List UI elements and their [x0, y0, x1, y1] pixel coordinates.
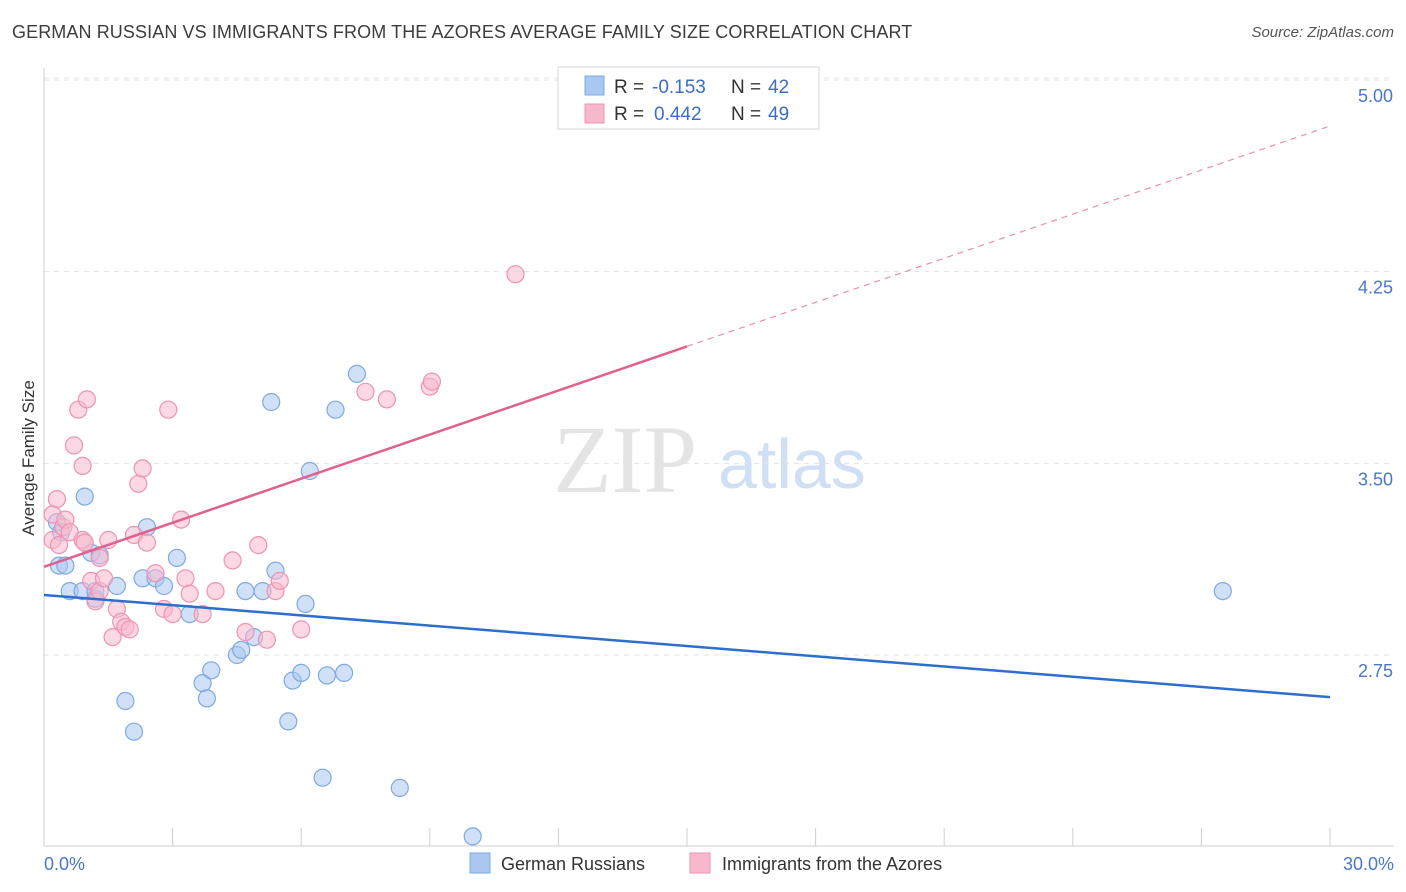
point-azores-36: [206, 581, 225, 601]
point-azores-42: [270, 571, 289, 591]
trend-line-azores: [43, 345, 688, 569]
legend-swatch-german-russians: [584, 75, 605, 96]
points: [43, 265, 1232, 846]
legend-box: R = -0.153 N = 42 R = 0.442 N = 49: [557, 66, 820, 130]
legend-n-value-0: 42: [768, 77, 789, 98]
point-azores-48: [506, 265, 525, 284]
bottom-legend-swatch-azores: [689, 852, 711, 874]
point-azores-30: [159, 400, 178, 419]
point-azores-47: [422, 372, 441, 391]
y-axis-title: Average Family Size: [19, 380, 38, 536]
x-tick-label-max: 30.0%: [1343, 854, 1394, 874]
legend-n-label-1: N =: [731, 104, 761, 125]
point-german-russians-42: [1213, 581, 1232, 601]
point-azores-45: [377, 390, 396, 409]
point-azores-27: [137, 533, 156, 552]
point-azores-2: [47, 490, 67, 509]
point-german-russians-6: [75, 487, 94, 506]
point-azores-31: [163, 604, 182, 624]
point-german-russians-41: [463, 827, 482, 846]
y-tick-label-1: 3.50: [1358, 469, 1393, 489]
chart-title: GERMAN RUSSIAN VS IMMIGRANTS FROM THE AZ…: [12, 22, 913, 42]
legend-r-label-1: R =: [614, 104, 644, 125]
point-german-russians-37: [326, 400, 345, 419]
point-azores-33: [176, 569, 195, 588]
x-tick-label-min: 0.0%: [44, 854, 85, 874]
point-german-russians-18: [167, 548, 186, 568]
trend-lines: [43, 125, 1331, 699]
point-german-russians-28: [262, 392, 281, 412]
x-axis-ticks: [172, 828, 1331, 846]
point-azores-11: [75, 533, 94, 552]
point-azores-12: [77, 390, 97, 409]
y-tick-label-0: 2.75: [1358, 661, 1393, 681]
point-german-russians-21: [197, 689, 216, 708]
point-german-russians-40: [390, 778, 409, 798]
bottom-legend: German Russians Immigrants from the Azor…: [469, 852, 942, 874]
point-azores-23: [120, 620, 139, 639]
point-azores-19: [103, 627, 122, 647]
point-azores-40: [257, 630, 276, 649]
point-azores-37: [223, 551, 242, 570]
point-azores-34: [180, 584, 199, 603]
point-german-russians-32: [292, 663, 311, 683]
point-german-russians-35: [313, 768, 332, 787]
y-tick-label-3: 5.00: [1358, 86, 1393, 106]
point-german-russians-39: [347, 364, 366, 383]
trend-line-azores-extension: [686, 125, 1331, 347]
point-german-russians-36: [317, 666, 336, 685]
point-azores-44: [356, 382, 375, 401]
watermark-atlas: atlas: [718, 425, 866, 503]
point-azores-10: [73, 456, 92, 475]
legend-n-value-1: 49: [768, 104, 789, 125]
point-german-russians-24: [232, 640, 251, 660]
point-german-russians-38: [335, 663, 354, 683]
point-azores-26: [133, 459, 152, 478]
trend-line-german-russians: [43, 593, 1331, 699]
y-axis-tick-labels: 2.75 3.50 4.25 5.00: [1358, 86, 1393, 681]
point-azores-3: [49, 535, 69, 555]
point-azores-28: [146, 564, 165, 583]
bottom-legend-swatch-german-russians: [469, 852, 491, 874]
source-credit: Source: ZipAtlas.com: [1251, 24, 1394, 41]
point-german-russians-12: [116, 691, 135, 711]
point-german-russians-30: [279, 712, 298, 731]
point-german-russians-25: [236, 581, 255, 601]
point-azores-43: [292, 620, 311, 639]
point-azores-7: [64, 436, 84, 455]
point-german-russians-17: [154, 576, 174, 596]
legend-r-value-0: -0.153: [652, 77, 706, 98]
point-azores-35: [193, 604, 212, 624]
point-azores-39: [249, 535, 268, 555]
bottom-legend-label-german-russians: German Russians: [501, 854, 645, 874]
point-german-russians-13: [124, 722, 144, 741]
grid: [44, 77, 1394, 656]
legend-r-value-1: 0.442: [654, 104, 702, 125]
legend-n-label-0: N =: [731, 77, 761, 98]
point-azores-38: [236, 622, 255, 642]
point-azores-16: [90, 548, 109, 568]
legend-swatch-azores: [584, 103, 605, 124]
bottom-legend-label-azores: Immigrants from the Azores: [722, 854, 942, 874]
watermark-zip: ZIP: [553, 406, 697, 513]
y-tick-label-2: 4.25: [1358, 278, 1393, 298]
point-azores-25: [129, 474, 148, 493]
legend-r-label-0: R =: [614, 77, 644, 98]
point-azores-17: [94, 569, 114, 588]
point-german-russians-22: [202, 661, 221, 680]
point-german-russians-33: [296, 594, 315, 614]
